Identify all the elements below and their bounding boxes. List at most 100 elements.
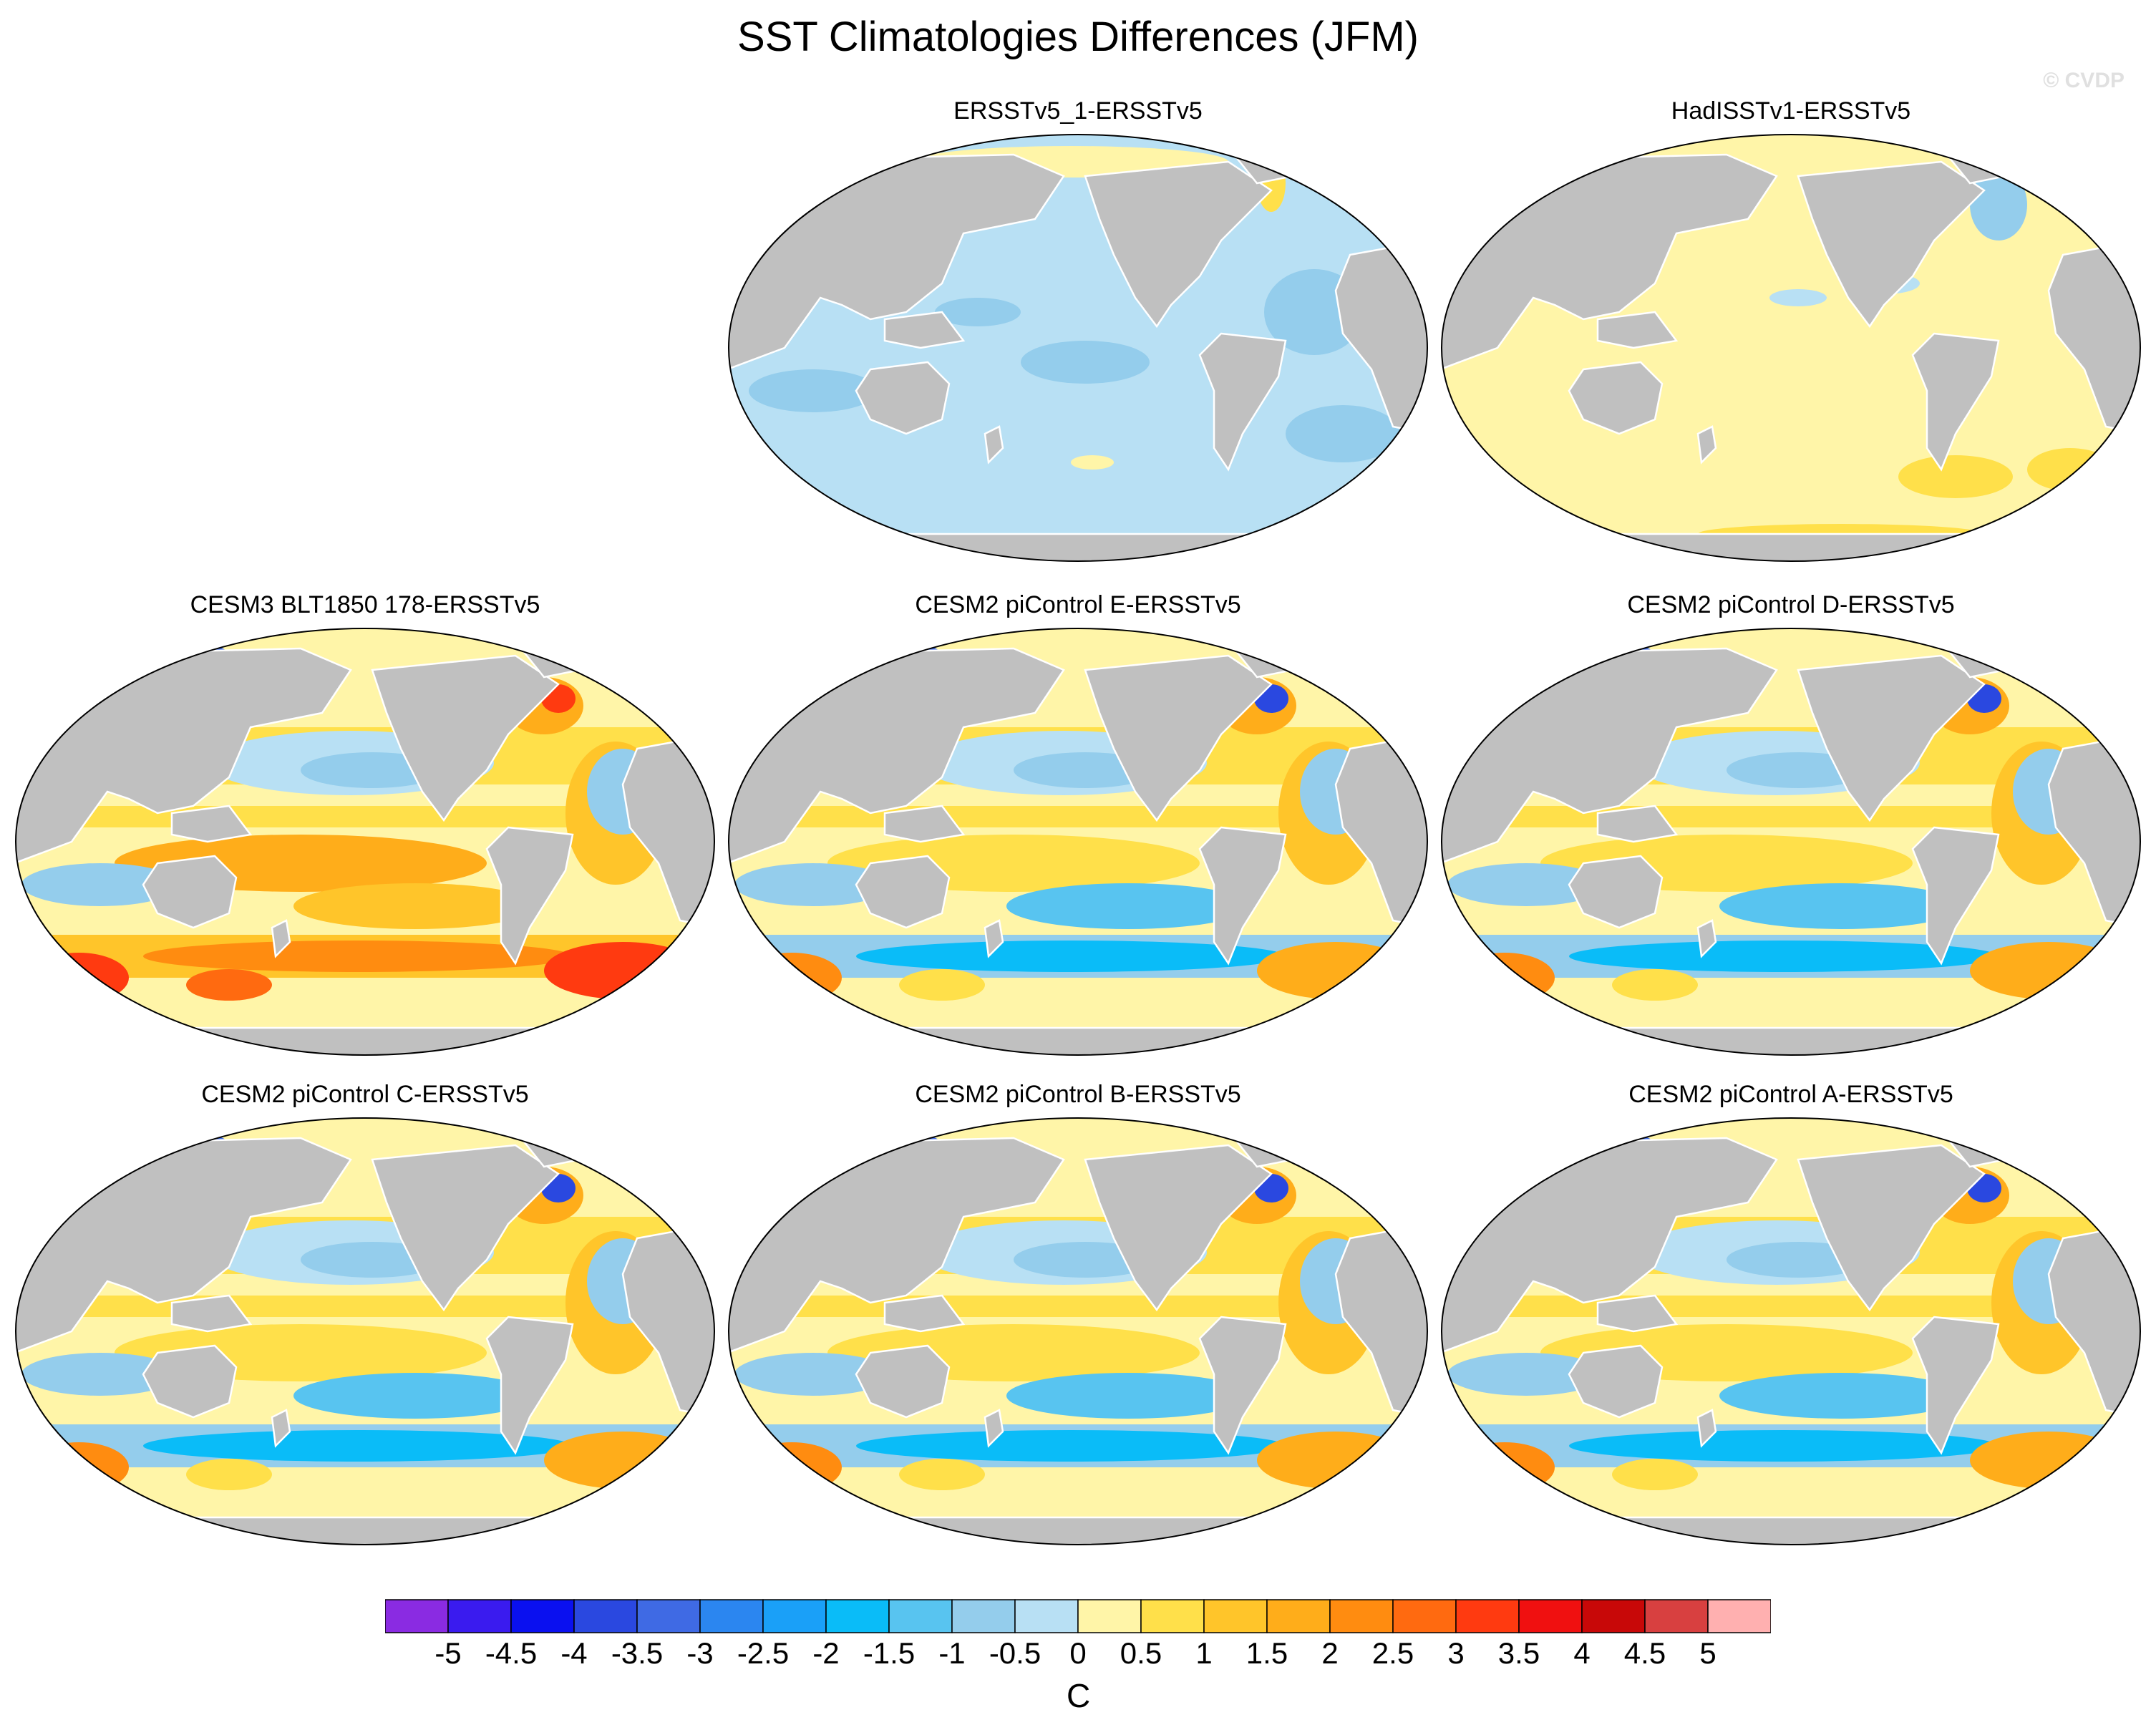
australia-landmass: [1568, 361, 1664, 435]
figure-title: SST Climatologies Differences (JFM): [737, 14, 1419, 60]
africa-landmass: [2047, 733, 2140, 929]
antarctica-landmass: [798, 1516, 1358, 1545]
south-pacific-cool-patch: [1719, 883, 1963, 929]
colorbar-swatch: [447, 1599, 512, 1633]
south-atlantic-warm-core: [1970, 1432, 2127, 1489]
colorbar-tick-label: -0.5: [989, 1636, 1041, 1670]
southern-indian-warm-core: [1455, 1442, 1555, 1492]
anomaly-patch: [186, 1459, 272, 1490]
colorbar-swatch: [510, 1599, 575, 1633]
antarctica-landmass: [798, 533, 1358, 561]
colorbar-swatch: [762, 1599, 827, 1633]
colorbar-tick-label: -1.5: [863, 1636, 916, 1670]
south-indian-cool-patch: [734, 1353, 892, 1396]
robinson-map: [1441, 628, 2141, 1056]
anomaly-patch: [1769, 289, 1827, 306]
new-zealand: [984, 1409, 1004, 1448]
anomaly-patch: [899, 969, 985, 1001]
southern-ocean-core: [856, 1430, 1286, 1462]
colorbar-swatch: [951, 1599, 1016, 1633]
australia-landmass: [1568, 855, 1664, 929]
south-pacific-cool-patch: [293, 1373, 537, 1419]
panel-title: HadISSTv1-ERSSTv5: [1671, 97, 1911, 125]
south-america-landmass: [1911, 1316, 2000, 1455]
robinson-map: [728, 1117, 1428, 1545]
south-indian-cool-patch: [1447, 1353, 1605, 1396]
panel-title: CESM3 BLT1850 178-ERSSTv5: [190, 591, 540, 618]
colorbar-tick-label: 3: [1447, 1636, 1465, 1670]
north-america-landmass: [1797, 160, 1986, 329]
colorbar-swatch: [1203, 1599, 1268, 1633]
panel-title: CESM2 piControl D-ERSSTv5: [1627, 591, 1955, 618]
north-america-landmass: [371, 1144, 560, 1312]
colorbar-tick-label: -5: [434, 1636, 462, 1670]
map-field: [729, 1118, 1427, 1545]
colorbar-tick-label: -3.5: [611, 1636, 664, 1670]
colorbar-tick-label: 1.5: [1245, 1636, 1288, 1670]
map-outline: [728, 628, 1428, 1056]
colorbar-swatch: [1581, 1599, 1646, 1633]
colorbar-swatch: [1707, 1599, 1771, 1633]
map-outline: [728, 134, 1428, 562]
colorbar-tick-label: 2.5: [1371, 1636, 1414, 1670]
maritime-continent: [170, 805, 253, 843]
map-field: [16, 628, 714, 1055]
map-field: [1442, 1118, 2140, 1545]
antarctica-landmass: [1511, 1026, 2071, 1055]
australia-landmass: [1568, 1344, 1664, 1419]
new-zealand: [271, 919, 291, 958]
southern-indian-warm-core: [742, 1442, 842, 1492]
map-panel-cesm2-c: CESM2 piControl C-ERSSTv5: [14, 1081, 716, 1553]
south-atlantic-warm-core: [1257, 1432, 1414, 1489]
southern-indian-warm-core: [29, 1442, 129, 1492]
south-america-landmass: [1198, 1316, 1287, 1455]
north-america-landmass: [1797, 1144, 1986, 1312]
panel-title: CESM2 piControl C-ERSSTv5: [201, 1081, 529, 1108]
colorbar-tick-label: 0: [1069, 1636, 1087, 1670]
south-america-landmass: [1198, 332, 1287, 472]
anomaly-patch: [1612, 1459, 1698, 1490]
colorbar-swatch: [1140, 1599, 1205, 1633]
map-outline: [1441, 628, 2141, 1056]
africa-landmass: [621, 1223, 714, 1419]
southern-ocean-core: [856, 941, 1286, 972]
australia-landmass: [855, 1344, 951, 1419]
map-outline: [1441, 1117, 2141, 1545]
robinson-map: [728, 628, 1428, 1056]
south-pacific-cool-patch: [1006, 883, 1250, 929]
robinson-map: [1441, 134, 2141, 562]
south-indian-cool-patch: [1447, 863, 1605, 906]
maritime-continent: [1596, 805, 1679, 843]
colorbar-tick-label: 5: [1699, 1636, 1716, 1670]
anomaly-patch: [1071, 455, 1114, 470]
colorbar-tick-label: 0.5: [1120, 1636, 1162, 1670]
colorbar-swatch: [1392, 1599, 1457, 1633]
colorbar-swatch: [573, 1599, 638, 1633]
map-panel-hadisstv1: HadISSTv1-ERSSTv5: [1440, 97, 2142, 570]
map-outline: [15, 1117, 715, 1545]
anomaly-patch: [1021, 341, 1150, 384]
map-field: [729, 628, 1427, 1055]
africa-landmass: [1334, 733, 1427, 929]
south-pacific-cool-patch: [1719, 1373, 1963, 1419]
map-outline: [15, 628, 715, 1056]
new-zealand: [984, 425, 1004, 465]
africa-landmass: [2047, 1223, 2140, 1419]
south-atlantic-warm-core: [1970, 942, 2127, 999]
south-pacific-cool-patch: [293, 883, 537, 929]
north-america-landmass: [371, 654, 560, 822]
southern-indian-warm-core: [29, 953, 129, 1003]
africa-landmass: [621, 733, 714, 929]
map-field: [729, 135, 1427, 561]
colorbar-tick-label: 2: [1321, 1636, 1339, 1670]
maritime-continent: [883, 1294, 966, 1333]
colorbar-tick-label: -2: [812, 1636, 840, 1670]
australia-landmass: [855, 361, 951, 435]
colorbar-swatch: [636, 1599, 701, 1633]
colorbar-tick-label: 3.5: [1497, 1636, 1540, 1670]
australia-landmass: [855, 855, 951, 929]
south-america-landmass: [1911, 826, 2000, 966]
australia-landmass: [142, 1344, 238, 1419]
map-outline: [728, 1117, 1428, 1545]
southern-ocean-core: [143, 1430, 573, 1462]
